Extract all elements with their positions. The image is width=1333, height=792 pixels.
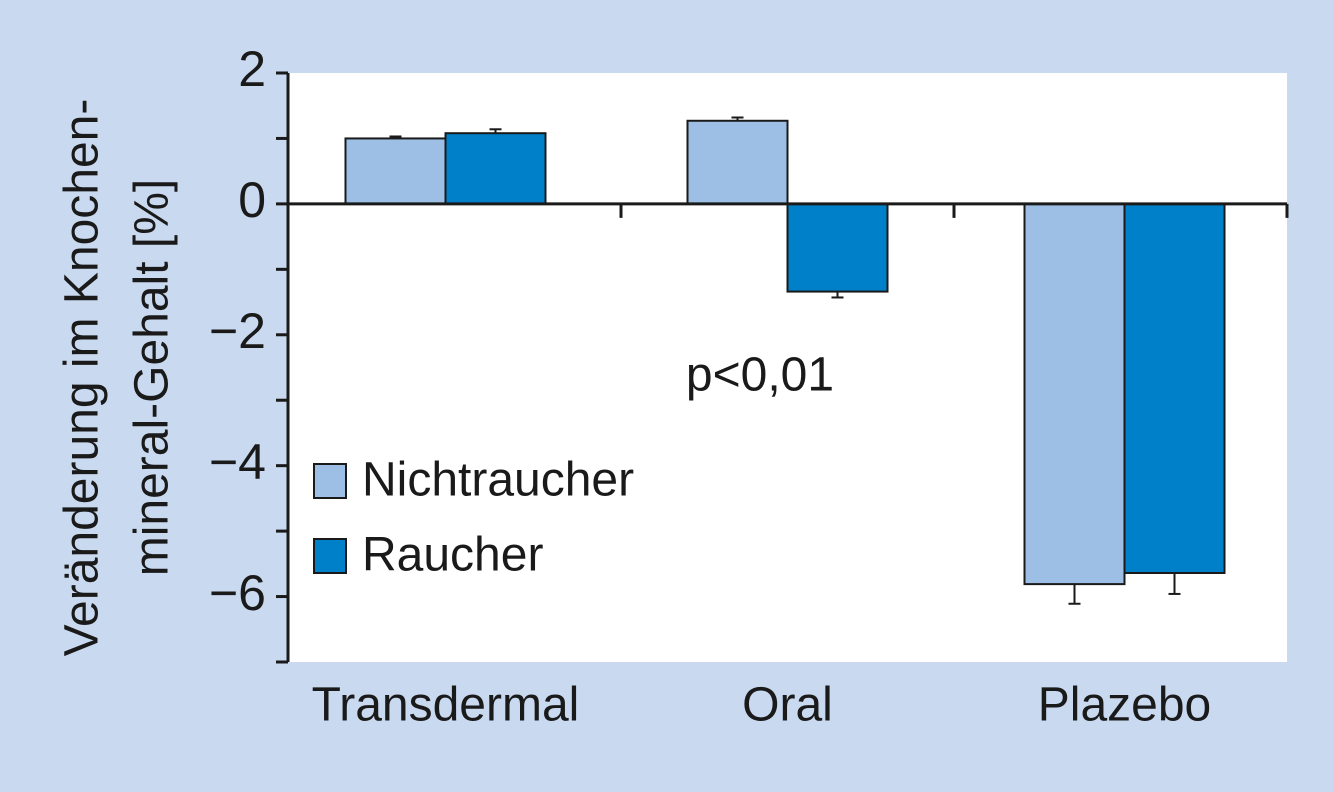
error-bar xyxy=(731,116,744,121)
bar xyxy=(786,202,889,293)
annotation: p<0,01 xyxy=(686,349,834,402)
x-tick-label: Plazebo xyxy=(1038,679,1211,732)
bar xyxy=(344,137,447,205)
y-tick-label: −2 xyxy=(209,303,266,359)
error-bar xyxy=(1168,572,1181,595)
y-tick-label: 2 xyxy=(238,41,266,97)
error-bar xyxy=(1068,584,1081,605)
y-tick-label: −4 xyxy=(209,434,266,490)
y-axis-label: Veränderung im Knochen- xyxy=(56,99,109,657)
legend-swatch xyxy=(313,538,347,574)
bar xyxy=(1023,202,1126,586)
y-tick-label: −6 xyxy=(209,565,266,621)
legend-swatch xyxy=(313,463,347,499)
legend-label: Nichtraucher xyxy=(362,454,634,507)
bar xyxy=(686,119,789,205)
error-bar xyxy=(489,128,502,134)
y-tick-label: 0 xyxy=(238,172,266,228)
legend-label: Raucher xyxy=(362,529,543,582)
x-tick-label: Transdermal xyxy=(312,679,580,732)
x-tick-label: Oral xyxy=(742,679,833,732)
error-bar xyxy=(389,135,402,139)
bar xyxy=(1123,202,1226,574)
bar xyxy=(444,132,547,205)
y-axis-label: mineral-Gehalt [%] xyxy=(126,179,179,576)
error-bar xyxy=(831,291,844,299)
